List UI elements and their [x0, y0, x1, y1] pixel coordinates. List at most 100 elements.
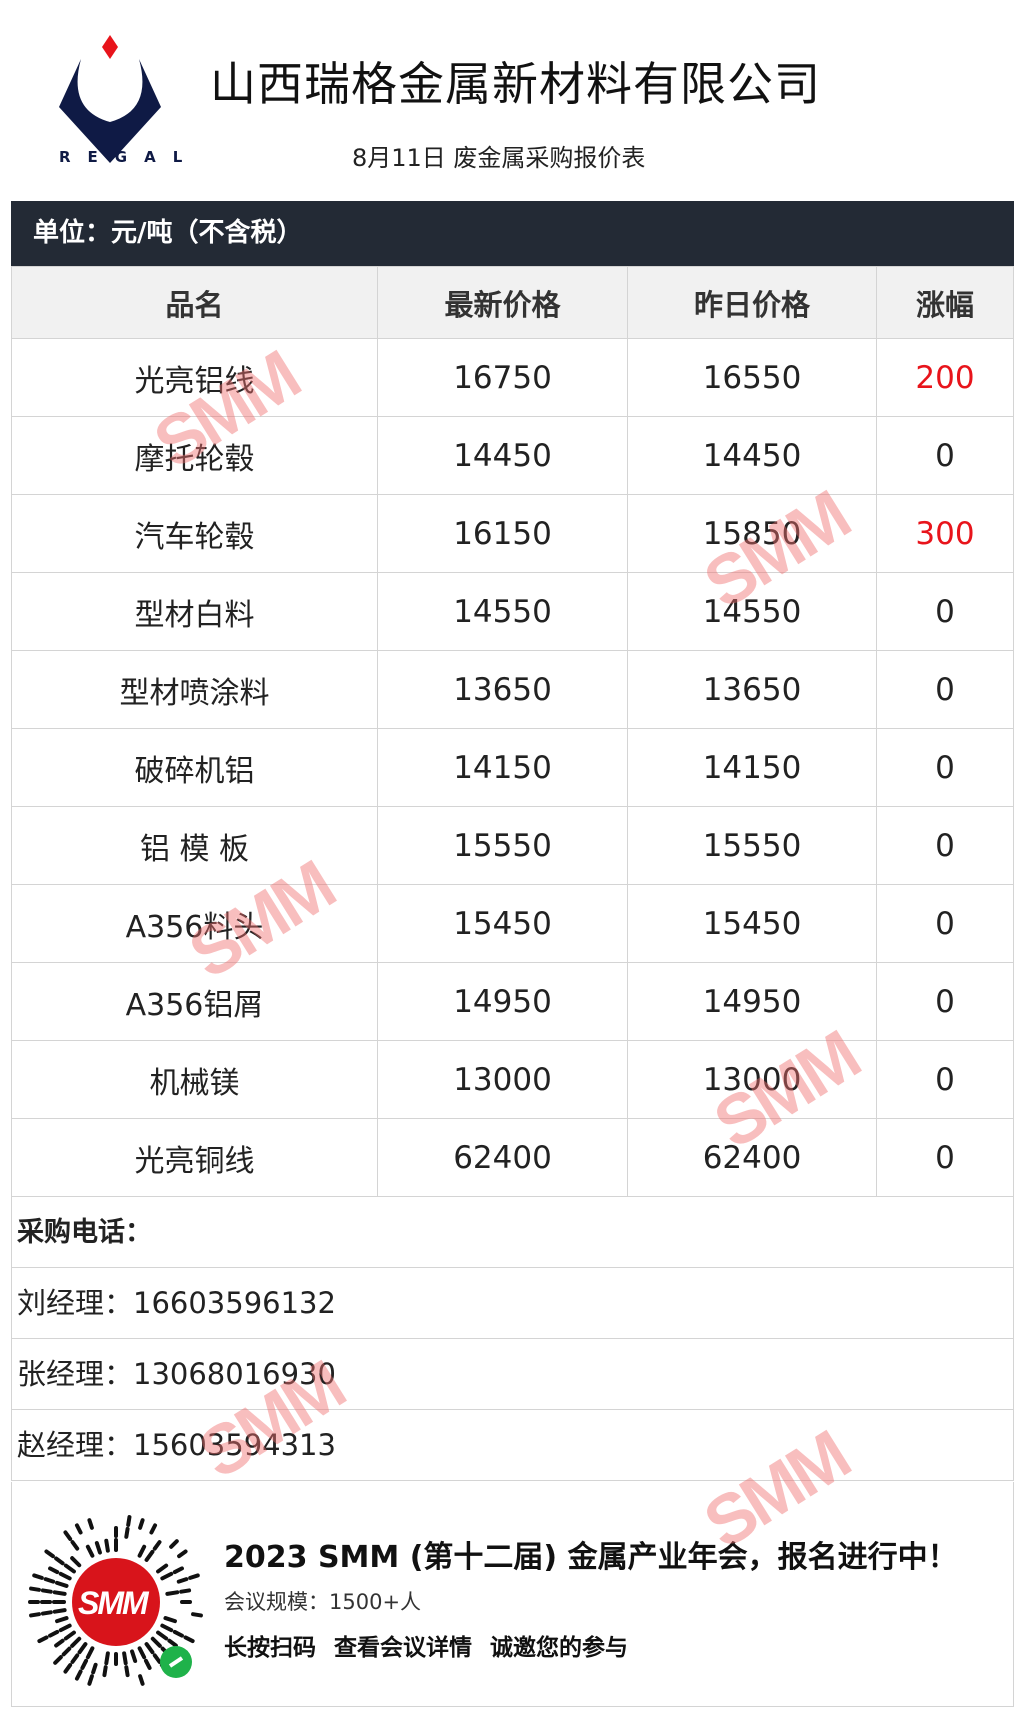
qr-dot: [80, 1644, 86, 1652]
price-change: 0: [877, 651, 1014, 729]
price-change: 0: [877, 1041, 1014, 1119]
yesterday-price: 14150: [628, 729, 877, 807]
qr-dot: [72, 1639, 79, 1646]
qr-dot: [50, 1632, 57, 1636]
qr-dot: [97, 1543, 100, 1553]
price-change: 200: [877, 339, 1014, 417]
yesterday-price: 15450: [628, 885, 877, 963]
qr-dot: [146, 1661, 150, 1668]
qr-dot: [46, 1579, 54, 1581]
qr-dot: [77, 1671, 81, 1678]
qr-dot: [140, 1648, 145, 1657]
qr-dot: [66, 1633, 74, 1639]
price-change: 0: [877, 729, 1014, 807]
qr-dot: [190, 1575, 198, 1577]
qr-dot: [147, 1644, 153, 1652]
contact-item[interactable]: 张经理：13068016930: [11, 1339, 1014, 1410]
qr-dot: [185, 1637, 192, 1641]
qr-dot: [55, 1657, 61, 1663]
qr-dot: [56, 1641, 62, 1646]
qr-dot: [43, 1590, 51, 1591]
table-row: 破碎机铝 14150 14150 0: [12, 729, 1014, 807]
item-name: A356铝屑: [12, 963, 378, 1041]
yesterday-price: 15550: [628, 807, 877, 885]
qr-dot: [153, 1639, 160, 1646]
promo-headline: 2023 SMM (第十二届) 金属产业年会，报名进行中！: [224, 1532, 958, 1576]
qr-dot: [88, 1648, 93, 1657]
latest-price: 62400: [378, 1119, 628, 1197]
qr-dot: [179, 1579, 187, 1581]
yesterday-price: 13650: [628, 651, 877, 729]
qr-dot: [66, 1566, 74, 1572]
qr-dot: [34, 1575, 42, 1577]
latest-price: 13650: [378, 651, 628, 729]
qr-dot: [126, 1667, 127, 1675]
qr-dot: [55, 1610, 65, 1612]
qr-dot: [104, 1667, 105, 1675]
yesterday-price: 16550: [628, 339, 877, 417]
qr-dot: [65, 1532, 70, 1538]
unit-bar: 单位：元/吨（不含税）: [11, 201, 1014, 266]
table-row: 铝 模 板 15550 15550 0: [12, 807, 1014, 885]
contact-item[interactable]: 赵经理：15603594313: [11, 1410, 1014, 1481]
qr-dot: [73, 1542, 78, 1548]
yesterday-price: 14450: [628, 417, 877, 495]
yesterday-price: 15850: [628, 495, 877, 573]
item-name: 光亮铜线: [12, 1119, 378, 1197]
item-name: 型材喷涂料: [12, 651, 378, 729]
price-table: 品名 最新价格 昨日价格 涨幅 光亮铝线 16750 16550 200 摩托轮毂 144…: [11, 266, 1014, 1197]
table-row: 摩托轮毂 14450 14450 0: [12, 417, 1014, 495]
item-name: 摩托轮毂: [12, 417, 378, 495]
qr-dot: [56, 1559, 62, 1564]
qr-dot: [61, 1574, 70, 1579]
qr-dot: [175, 1632, 182, 1636]
qr-dot: [72, 1558, 79, 1565]
qr-dot: [88, 1547, 93, 1556]
latest-price: 14550: [378, 573, 628, 651]
qr-dot: [126, 1529, 127, 1537]
promo-scale: 会议规模：1500+人: [224, 1586, 421, 1616]
qr-dot: [31, 1589, 39, 1590]
contacts-label: 采购电话：: [11, 1197, 1014, 1268]
table-row: 机械镁 13000 13000 0: [12, 1041, 1014, 1119]
price-change: 0: [877, 885, 1014, 963]
qr-dot: [132, 1651, 135, 1661]
col-yesterday: 昨日价格: [628, 267, 877, 339]
qr-dot: [128, 1517, 129, 1525]
qr-dot: [46, 1551, 52, 1556]
col-latest: 最新价格: [378, 267, 628, 339]
latest-price: 14150: [378, 729, 628, 807]
price-change: 0: [877, 1119, 1014, 1197]
contact-item[interactable]: 刘经理：16603596132: [11, 1268, 1014, 1339]
col-name: 品名: [12, 267, 378, 339]
qr-dot: [57, 1583, 67, 1586]
qr-code[interactable]: SMM: [26, 1512, 206, 1692]
latest-price: 16750: [378, 339, 628, 417]
item-name: 机械镁: [12, 1041, 378, 1119]
yesterday-price: 62400: [628, 1119, 877, 1197]
latest-price: 13000: [378, 1041, 628, 1119]
qr-dot: [106, 1653, 108, 1663]
qr-dot: [64, 1649, 70, 1655]
regal-logo: REGAL: [55, 30, 175, 170]
col-change: 涨幅: [877, 267, 1014, 339]
price-change: 300: [877, 495, 1014, 573]
price-change: 0: [877, 417, 1014, 495]
qr-dot: [77, 1525, 81, 1532]
qr-dot: [65, 1665, 70, 1671]
logo-text: REGAL: [59, 148, 199, 166]
latest-price: 14950: [378, 963, 628, 1041]
item-name: A356料头: [12, 885, 378, 963]
qr-dot: [82, 1661, 86, 1668]
qr-dot: [73, 1655, 78, 1661]
qr-dot: [50, 1568, 57, 1572]
qr-dot: [147, 1552, 153, 1560]
qr-dot: [155, 1655, 160, 1661]
yesterday-price: 14550: [628, 573, 877, 651]
latest-price: 16150: [378, 495, 628, 573]
item-name: 光亮铝线: [12, 339, 378, 417]
yesterday-price: 13000: [628, 1041, 877, 1119]
promo-cta: 长按扫码 查看会议详情 诚邀您的参与: [224, 1628, 628, 1662]
qr-dot: [158, 1566, 166, 1572]
qr-dot: [167, 1592, 177, 1594]
